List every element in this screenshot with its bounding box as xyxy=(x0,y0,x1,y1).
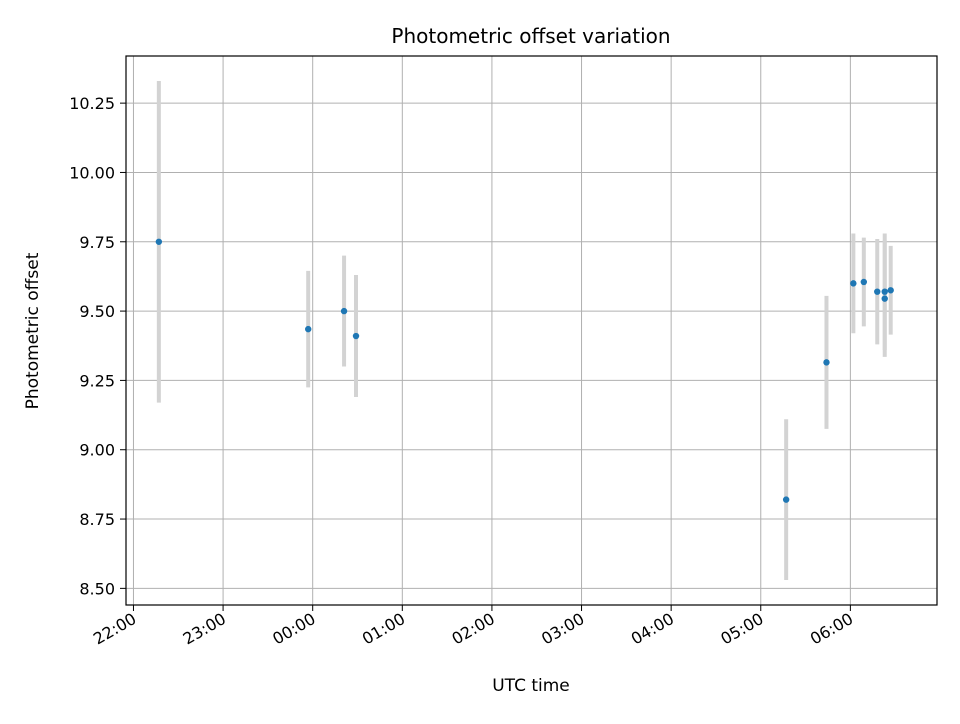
data-point xyxy=(155,238,163,245)
y-tick-label: 9.25 xyxy=(79,371,115,390)
data-point xyxy=(352,332,360,340)
data-point xyxy=(850,280,857,287)
y-tick-label: 8.50 xyxy=(79,579,115,598)
y-tick-label: 9.75 xyxy=(79,233,115,252)
data-point xyxy=(782,496,790,503)
data-point xyxy=(340,307,348,315)
y-tick-label: 10.00 xyxy=(69,163,115,182)
y-tick-label: 9.50 xyxy=(79,302,115,321)
point-layer xyxy=(155,238,894,503)
data-point xyxy=(860,278,868,286)
data-point xyxy=(881,288,888,295)
x-axis-label: UTC time xyxy=(492,676,570,696)
y-axis: 8.50 8.75 9.00 9.25 9.50 9.75 10.00 10.25 xyxy=(69,94,126,598)
y-axis-label: Photometric offset xyxy=(23,252,43,409)
y-tick-label: 10.25 xyxy=(69,94,115,113)
data-point xyxy=(305,325,312,333)
y-tick-label: 9.00 xyxy=(79,441,115,460)
grid-layer xyxy=(126,56,937,605)
chart-title: Photometric offset variation xyxy=(391,24,670,48)
data-point xyxy=(881,295,888,302)
data-point xyxy=(887,287,894,294)
y-tick-label: 8.75 xyxy=(79,510,115,529)
plot-frame xyxy=(125,55,938,606)
data-point xyxy=(874,288,881,295)
data-point xyxy=(823,359,830,366)
